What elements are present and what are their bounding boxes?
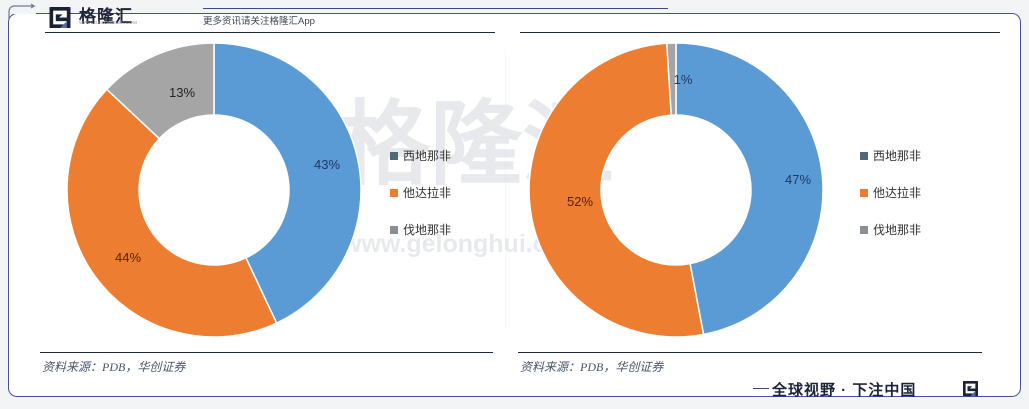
svg-text:1%: 1% [674,72,693,87]
svg-text:44%: 44% [115,250,141,265]
svg-text:13%: 13% [169,85,195,100]
svg-text:47%: 47% [785,172,811,187]
svg-text:52%: 52% [567,194,593,209]
svg-text:43%: 43% [314,157,340,172]
